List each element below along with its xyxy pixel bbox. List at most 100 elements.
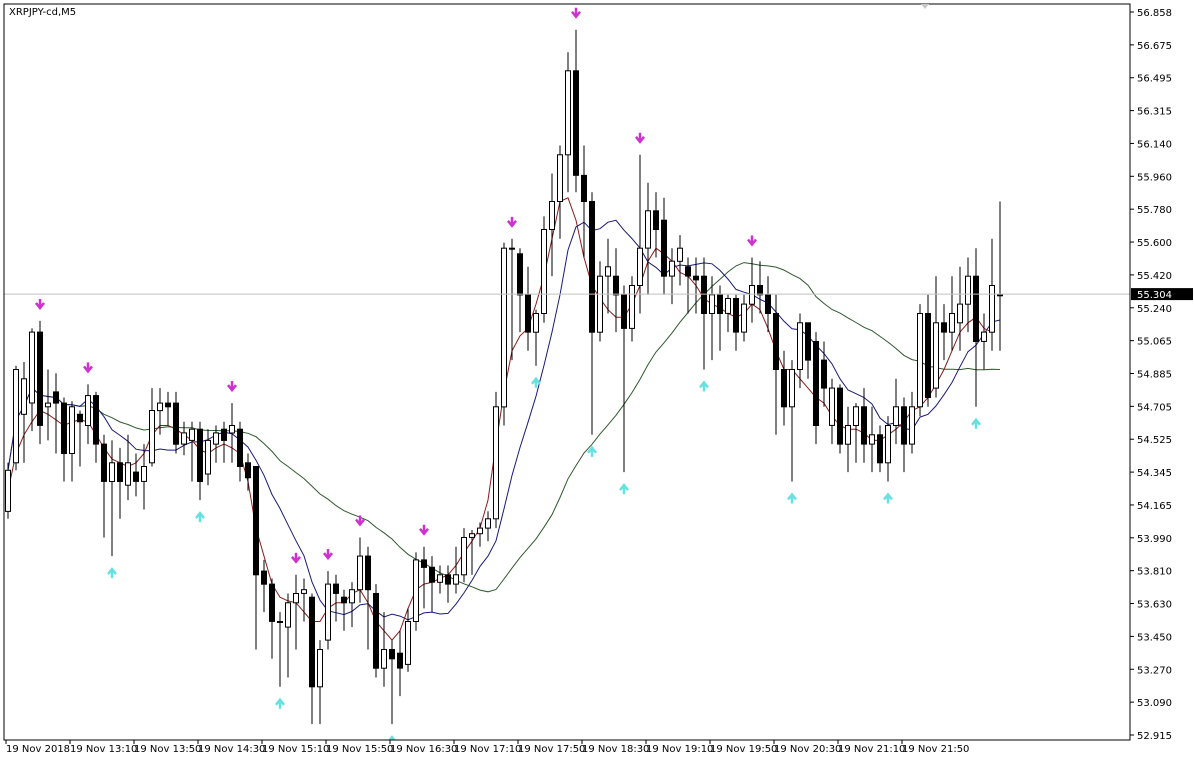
candle[interactable] (525, 266, 531, 351)
candle[interactable] (485, 511, 491, 542)
candle[interactable] (933, 276, 939, 398)
candle[interactable] (693, 257, 699, 314)
candle[interactable] (661, 197, 667, 295)
candle[interactable] (413, 552, 419, 631)
sell-signal-arrow-icon[interactable] (747, 235, 757, 247)
candle[interactable] (277, 612, 283, 687)
candle[interactable] (749, 257, 755, 323)
candle[interactable] (197, 421, 203, 501)
buy-signal-arrow-icon[interactable] (971, 417, 981, 429)
buy-signal-arrow-icon[interactable] (275, 697, 285, 709)
sell-signal-arrow-icon[interactable] (635, 132, 645, 144)
candle[interactable] (373, 584, 379, 678)
candle[interactable] (893, 378, 899, 445)
candle[interactable] (461, 528, 467, 583)
candle[interactable] (789, 360, 795, 482)
candle[interactable] (765, 276, 771, 333)
candle[interactable] (453, 546, 459, 594)
candle[interactable] (325, 571, 331, 650)
candle[interactable] (965, 257, 971, 333)
candle[interactable] (509, 238, 515, 361)
candle[interactable] (501, 242, 507, 426)
candle[interactable] (229, 403, 235, 463)
candle[interactable] (61, 397, 67, 482)
candle[interactable] (93, 391, 99, 463)
candle[interactable] (13, 365, 19, 471)
candle[interactable] (109, 440, 115, 557)
candle[interactable] (813, 332, 819, 445)
candle[interactable] (949, 276, 955, 351)
candle[interactable] (173, 391, 179, 454)
candle[interactable] (541, 216, 547, 323)
candle[interactable] (301, 578, 307, 622)
candle[interactable] (773, 294, 779, 435)
candle[interactable] (717, 285, 723, 351)
candle[interactable] (221, 421, 227, 463)
candle[interactable] (341, 589, 347, 631)
candle[interactable] (125, 434, 131, 501)
sell-signal-arrow-icon[interactable] (571, 7, 581, 19)
candle[interactable] (45, 369, 51, 441)
candle[interactable] (149, 388, 155, 467)
buy-signal-arrow-icon[interactable] (107, 567, 117, 579)
candle[interactable] (117, 447, 123, 519)
candle[interactable] (629, 276, 635, 342)
candle[interactable] (181, 421, 187, 456)
candle[interactable] (189, 421, 195, 482)
candle[interactable] (701, 257, 707, 370)
candle[interactable] (725, 294, 731, 333)
candle[interactable] (565, 52, 571, 193)
candle[interactable] (597, 261, 603, 342)
candle[interactable] (285, 593, 291, 678)
candle[interactable] (5, 462, 11, 519)
candle[interactable] (885, 416, 891, 482)
candle[interactable] (997, 201, 1003, 351)
candle[interactable] (917, 304, 923, 417)
candle[interactable] (653, 192, 659, 258)
candle[interactable] (957, 266, 963, 351)
candle[interactable] (133, 453, 139, 497)
sell-signal-arrow-icon[interactable] (323, 549, 333, 561)
buy-signal-arrow-icon[interactable] (699, 380, 709, 392)
candle[interactable] (405, 608, 411, 672)
candle[interactable] (877, 425, 883, 473)
candle[interactable] (973, 248, 979, 407)
sell-signal-arrow-icon[interactable] (227, 381, 237, 393)
candle[interactable] (757, 261, 763, 314)
candle[interactable] (901, 397, 907, 473)
candle[interactable] (293, 574, 299, 650)
candle[interactable] (69, 401, 75, 482)
sell-signal-arrow-icon[interactable] (507, 216, 517, 228)
candle[interactable] (349, 582, 355, 628)
candle[interactable] (645, 182, 651, 295)
candle[interactable] (837, 384, 843, 454)
candle[interactable] (533, 309, 539, 366)
candle[interactable] (549, 173, 555, 277)
candle[interactable] (669, 248, 675, 305)
candle[interactable] (981, 313, 987, 370)
candle[interactable] (637, 154, 643, 314)
candle[interactable] (477, 522, 483, 547)
candle[interactable] (781, 350, 787, 426)
candle[interactable] (269, 578, 275, 659)
candle[interactable] (85, 384, 91, 445)
candle[interactable] (517, 248, 523, 333)
candle[interactable] (925, 294, 931, 407)
candle[interactable] (861, 388, 867, 463)
candle[interactable] (21, 362, 27, 463)
candle[interactable] (245, 453, 251, 491)
candle[interactable] (821, 341, 827, 407)
candle[interactable] (101, 434, 107, 538)
buy-signal-arrow-icon[interactable] (587, 445, 597, 457)
candle[interactable] (909, 391, 915, 454)
candle[interactable] (29, 328, 35, 432)
candle[interactable] (869, 406, 875, 473)
candle[interactable] (253, 466, 259, 650)
candle[interactable] (469, 530, 475, 575)
candle[interactable] (389, 640, 395, 725)
candle[interactable] (989, 238, 995, 351)
candle[interactable] (37, 320, 43, 445)
sell-signal-arrow-icon[interactable] (35, 298, 45, 310)
candle[interactable] (213, 425, 219, 463)
candle[interactable] (381, 612, 387, 687)
